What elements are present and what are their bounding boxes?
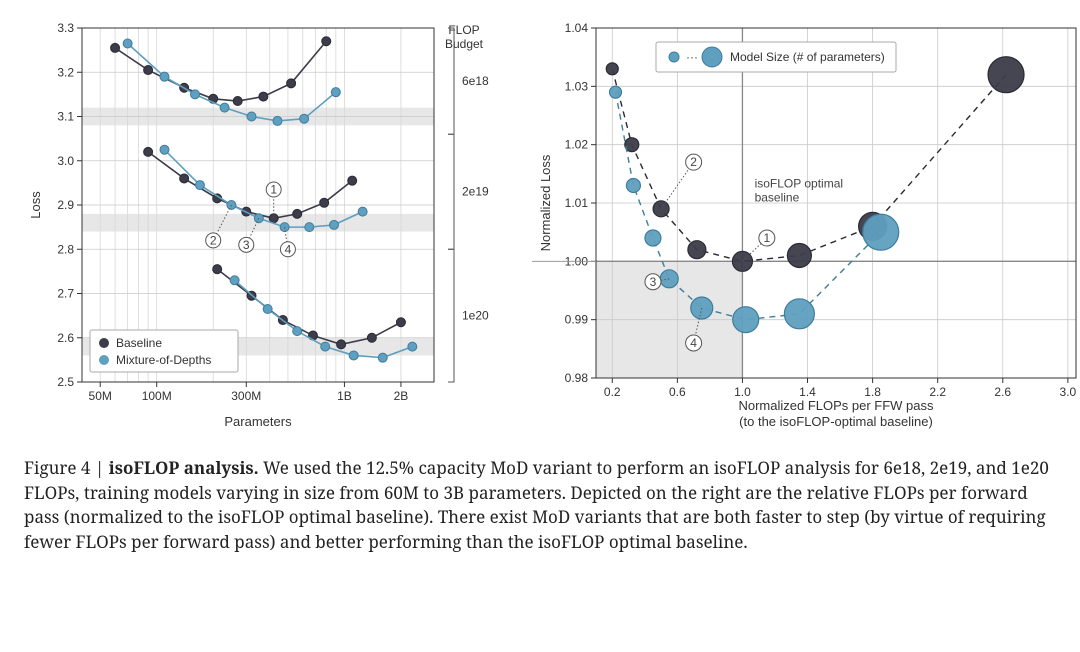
right-panel: 0.20.61.01.41.82.22.63.00.980.991.001.01… bbox=[532, 18, 1080, 438]
svg-text:2.6: 2.6 bbox=[57, 331, 74, 345]
svg-text:Loss: Loss bbox=[28, 191, 43, 219]
svg-text:2.2: 2.2 bbox=[929, 385, 946, 399]
svg-text:3: 3 bbox=[243, 238, 250, 252]
svg-text:0.98: 0.98 bbox=[565, 371, 589, 385]
svg-text:2.5: 2.5 bbox=[57, 375, 74, 389]
svg-text:1e20: 1e20 bbox=[462, 309, 489, 323]
svg-text:1.4: 1.4 bbox=[799, 385, 816, 399]
svg-text:6e18: 6e18 bbox=[462, 74, 489, 88]
svg-text:Budget: Budget bbox=[445, 37, 484, 51]
svg-text:1.02: 1.02 bbox=[565, 138, 589, 152]
caption-prefix: Figure 4 | bbox=[24, 456, 109, 479]
svg-text:Model Size (# of parameters): Model Size (# of parameters) bbox=[730, 50, 885, 64]
svg-text:isoFLOP optimal: isoFLOP optimal bbox=[755, 176, 843, 190]
svg-text:···: ··· bbox=[686, 50, 698, 64]
svg-text:1.0: 1.0 bbox=[734, 385, 751, 399]
svg-text:Normalized Loss: Normalized Loss bbox=[538, 154, 553, 251]
svg-text:1.8: 1.8 bbox=[864, 385, 881, 399]
svg-text:3.0: 3.0 bbox=[1060, 385, 1077, 399]
svg-text:0.2: 0.2 bbox=[604, 385, 621, 399]
svg-text:3.1: 3.1 bbox=[57, 110, 74, 124]
svg-text:1B: 1B bbox=[337, 389, 352, 403]
svg-text:2.8: 2.8 bbox=[57, 242, 74, 256]
left-chart: 2.52.62.72.82.93.03.13.23.350M100M300M1B… bbox=[24, 18, 524, 438]
figure-row: 2.52.62.72.82.93.03.13.23.350M100M300M1B… bbox=[24, 18, 1056, 438]
right-chart: 0.20.61.01.41.82.22.63.00.980.991.001.01… bbox=[532, 18, 1080, 438]
svg-text:Parameters: Parameters bbox=[224, 414, 292, 429]
svg-text:0.6: 0.6 bbox=[669, 385, 686, 399]
svg-text:Baseline: Baseline bbox=[116, 336, 162, 350]
svg-text:3.3: 3.3 bbox=[57, 21, 74, 35]
svg-text:4: 4 bbox=[690, 336, 697, 350]
svg-text:1.04: 1.04 bbox=[565, 21, 589, 35]
svg-text:2.9: 2.9 bbox=[57, 198, 74, 212]
svg-text:300M: 300M bbox=[231, 389, 261, 403]
svg-text:FLOP: FLOP bbox=[448, 23, 479, 37]
figure-caption: Figure 4 | isoFLOP analysis. We used the… bbox=[24, 456, 1056, 555]
left-panel: 2.52.62.72.82.93.03.13.23.350M100M300M1B… bbox=[24, 18, 524, 438]
svg-text:2.6: 2.6 bbox=[994, 385, 1011, 399]
svg-text:2: 2 bbox=[690, 155, 697, 169]
svg-text:2e19: 2e19 bbox=[462, 185, 489, 199]
svg-text:3.2: 3.2 bbox=[57, 65, 74, 79]
svg-text:2.7: 2.7 bbox=[57, 287, 74, 301]
svg-text:1: 1 bbox=[764, 231, 771, 245]
svg-text:baseline: baseline bbox=[755, 190, 800, 204]
svg-text:100M: 100M bbox=[142, 389, 172, 403]
svg-text:3: 3 bbox=[650, 275, 657, 289]
svg-text:2: 2 bbox=[210, 233, 217, 247]
svg-text:0.99: 0.99 bbox=[565, 313, 589, 327]
svg-text:Mixture-of-Depths: Mixture-of-Depths bbox=[116, 353, 211, 367]
svg-text:4: 4 bbox=[285, 242, 292, 256]
svg-text:Normalized FLOPs per FFW pass: Normalized FLOPs per FFW pass bbox=[738, 398, 934, 413]
caption-title: isoFLOP analysis. bbox=[109, 456, 259, 479]
svg-text:1: 1 bbox=[270, 183, 277, 197]
svg-text:(to the isoFLOP-optimal baseli: (to the isoFLOP-optimal baseline) bbox=[739, 414, 933, 429]
svg-text:50M: 50M bbox=[89, 389, 112, 403]
svg-text:1.03: 1.03 bbox=[565, 79, 589, 93]
svg-text:2B: 2B bbox=[394, 389, 409, 403]
svg-text:3.0: 3.0 bbox=[57, 154, 74, 168]
svg-text:1.01: 1.01 bbox=[565, 196, 589, 210]
